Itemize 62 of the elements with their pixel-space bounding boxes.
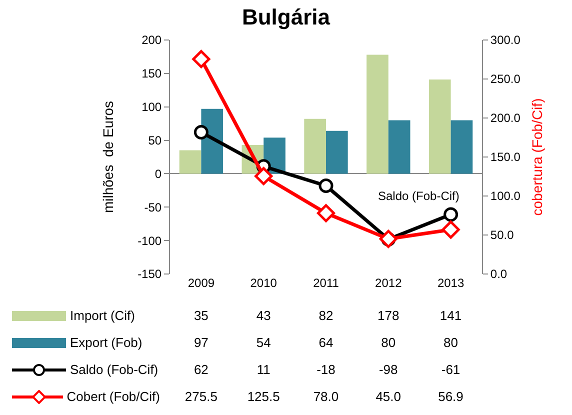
point (254, 167, 273, 186)
point (194, 125, 208, 140)
y2-tick-label: 100.0 (490, 189, 521, 204)
bar (428, 79, 451, 174)
x-tick-label: 2010 (250, 276, 278, 290)
data-label: -98 (378, 362, 399, 377)
y-tick-label: 0 (154, 166, 162, 181)
bar (388, 120, 410, 174)
y-tick-label: -50 (144, 200, 162, 214)
data-label: 54 (255, 335, 272, 350)
y-tick-label: -150 (138, 267, 162, 282)
x-tick-label: 2011 (313, 276, 340, 290)
bar (304, 118, 326, 174)
legend-label: Export (Fob) (70, 335, 142, 350)
point (316, 204, 336, 222)
data-label: 80 (380, 335, 397, 350)
data-label: 80 (442, 335, 459, 350)
legend-label: Cobert (Fob/Cif) (66, 389, 160, 404)
y2-tick-label: 0.0 (490, 267, 508, 282)
y2-tick-label: 150.0 (490, 150, 521, 164)
chart-title: Bulgária (242, 4, 331, 30)
data-label: 97 (192, 335, 210, 350)
bar (179, 150, 202, 174)
annotation: Saldo (Fob-Cif) (378, 189, 460, 203)
data-label: 11 (256, 362, 272, 377)
y2-tick-label: 50.0 (490, 228, 514, 242)
data-label: 56.9 (437, 389, 464, 404)
legend-label: Saldo (Fob-Cif) (70, 362, 158, 377)
data-label: -18 (316, 362, 336, 377)
y2-tick-label: 300.0 (490, 33, 521, 48)
legend-label: Import (Cif) (70, 308, 135, 323)
data-label: 78.0 (312, 389, 340, 404)
data-label: 43 (255, 308, 272, 323)
x-tick-label: 2012 (375, 276, 402, 290)
y-tick-label: 150 (142, 66, 162, 81)
point (192, 50, 210, 68)
bar (366, 54, 388, 174)
point (442, 220, 460, 239)
bar (326, 130, 348, 174)
y2-axis-title: cobertura (Fob/Cif) (529, 98, 546, 216)
y-tick-label: 200 (142, 33, 162, 48)
y-tick-label: -100 (138, 234, 162, 248)
data-label: 178 (376, 308, 400, 323)
data-label: 141 (438, 308, 463, 323)
data-label: 82 (318, 308, 334, 323)
y-tick-label: 50 (148, 133, 162, 148)
data-label: 35 (192, 308, 210, 323)
point (318, 178, 334, 193)
x-tick-label: 2013 (437, 276, 464, 290)
data-label: 64 (318, 335, 334, 350)
y2-tick-label: 200.0 (490, 111, 521, 126)
x-tick-label: 2009 (188, 276, 215, 290)
point (444, 207, 458, 222)
y2-tick-label: 250.0 (490, 72, 521, 86)
data-label: 62 (192, 362, 210, 377)
data-label: -61 (440, 362, 462, 377)
y-tick-label: 100 (142, 100, 162, 114)
y-axis-title: milhões de Euros (100, 100, 116, 214)
data-label: 45.0 (374, 389, 402, 404)
bar (450, 120, 473, 174)
data-label: 125.5 (246, 389, 281, 404)
data-label: 275.5 (184, 389, 218, 404)
